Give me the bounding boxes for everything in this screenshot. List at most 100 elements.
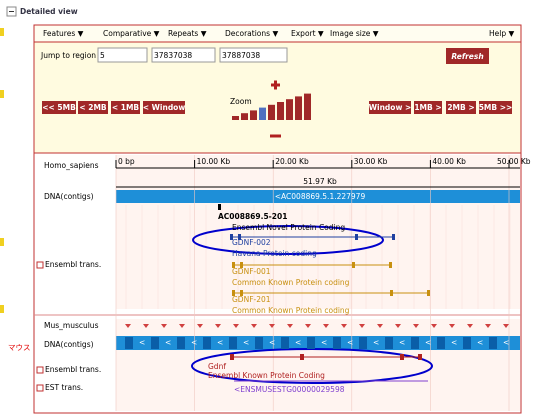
contig-arrow: <	[295, 338, 301, 347]
contig-arrow: <	[321, 338, 327, 347]
contig-segment	[333, 337, 341, 349]
edge-marker	[0, 305, 4, 313]
repeat-marker	[161, 324, 167, 328]
track-label: DNA(contigs)	[44, 192, 94, 201]
exon	[238, 234, 241, 240]
end-input[interactable]	[219, 47, 288, 63]
contig-arrow: <	[243, 338, 249, 347]
highlight-ellipse	[192, 225, 384, 255]
exon	[240, 262, 243, 268]
zoom-in[interactable]	[271, 80, 280, 90]
exon	[240, 290, 243, 296]
contig-arrow: <	[425, 338, 431, 347]
zoom-step[interactable]	[241, 113, 248, 120]
contig-segment	[489, 337, 497, 349]
exon	[389, 262, 392, 268]
exon	[427, 290, 430, 296]
expand-icon[interactable]	[36, 366, 44, 374]
nav-button[interactable]	[414, 101, 442, 114]
menu-item[interactable]: Help ▼	[489, 29, 514, 38]
nav-button[interactable]	[446, 101, 476, 114]
repeat-marker	[323, 324, 329, 328]
scale-label: 0 bp	[118, 157, 135, 166]
exon	[230, 354, 234, 360]
page-title: Detailed view	[20, 7, 78, 16]
contig-arrow: <	[191, 338, 197, 347]
nav-label: < Window	[143, 103, 186, 112]
menu-item[interactable]: Features ▼	[43, 29, 84, 38]
nav-label: < 1MB	[112, 103, 140, 112]
nav-button[interactable]	[111, 101, 140, 114]
edge-marker	[0, 238, 4, 246]
repeat-marker	[377, 324, 383, 328]
nav-button[interactable]	[369, 101, 411, 114]
repeat-marker	[179, 324, 185, 328]
track-label: DNA(contigs)	[44, 340, 94, 349]
nav-button[interactable]	[42, 101, 76, 114]
repeat-marker	[287, 324, 293, 328]
nav-button[interactable]	[143, 101, 185, 114]
contig-arrow: <	[503, 338, 509, 347]
repeat-marker	[197, 324, 203, 328]
nav-label: 2MB >	[447, 103, 474, 112]
edge-marker	[0, 90, 4, 98]
contig-segment	[125, 337, 133, 349]
repeat-marker	[449, 324, 455, 328]
refresh-button[interactable]	[446, 48, 489, 64]
transcript-name: GDNF-201	[232, 295, 271, 304]
zoom-step[interactable]	[286, 99, 293, 120]
nav-label: 1MB >	[414, 103, 441, 112]
transcript-name: Gdnf	[208, 362, 226, 371]
contig-segment	[281, 337, 289, 349]
nav-button[interactable]	[479, 101, 512, 114]
transcript-type: Common Known Protein coding	[232, 278, 350, 287]
scale-label: 20.00 Kb	[275, 157, 309, 166]
zoom-step[interactable]	[295, 96, 302, 120]
nav-button[interactable]	[78, 101, 108, 114]
menu-item[interactable]: Decorations ▼	[225, 29, 278, 38]
contig-label: <AC008869.5.1.227979	[275, 192, 366, 201]
repeat-marker	[269, 324, 275, 328]
transcript-name: GDNF-002	[232, 238, 271, 247]
est-label: <ENSMUSESTG00000029598	[234, 385, 345, 394]
menu-item[interactable]: Repeats ▼	[168, 29, 207, 38]
start-input[interactable]	[151, 47, 216, 63]
menu-item[interactable]: Export ▼	[291, 29, 324, 38]
exon	[232, 262, 235, 268]
contig-arrow: <	[399, 338, 405, 347]
zoom-step[interactable]	[250, 110, 257, 120]
contig-segment	[359, 337, 367, 349]
zoom-step[interactable]	[259, 107, 266, 120]
transcript-type: Ensembl Novel Protein Coding	[232, 223, 345, 232]
human-contig	[116, 190, 520, 203]
refresh-label: Refresh	[451, 52, 483, 61]
contig-segment	[229, 337, 237, 349]
chr-input[interactable]	[97, 47, 148, 63]
zoom-step[interactable]	[277, 102, 284, 120]
scale-label: 40.00 Kb	[432, 157, 466, 166]
zoom-step[interactable]	[304, 93, 311, 120]
menu-item[interactable]: Comparative ▼	[103, 29, 160, 38]
nav-label: << 5MB	[42, 103, 76, 112]
zoom-step[interactable]	[232, 116, 239, 120]
exon	[390, 290, 393, 296]
expand-icon[interactable]	[36, 384, 44, 392]
exon	[355, 234, 358, 240]
menu-item[interactable]: Image size ▼	[330, 29, 379, 38]
jump-label: Jump to region	[40, 51, 96, 60]
contig-segment	[385, 337, 393, 349]
contig-arrow: <	[165, 338, 171, 347]
repeat-marker	[503, 324, 509, 328]
repeat-marker	[143, 324, 149, 328]
track-label: Homo_sapiens	[44, 161, 99, 170]
repeat-marker	[215, 324, 221, 328]
expand-icon[interactable]	[36, 261, 44, 269]
exon	[218, 204, 221, 210]
annotation: マウス	[8, 343, 31, 352]
contig-arrow: <	[269, 338, 275, 347]
repeat-marker	[413, 324, 419, 328]
zoom-step[interactable]	[268, 104, 275, 120]
contig-segment	[255, 337, 263, 349]
transcript-type: Havana Protein coding	[232, 249, 317, 258]
start-value: 37837038	[154, 51, 192, 60]
